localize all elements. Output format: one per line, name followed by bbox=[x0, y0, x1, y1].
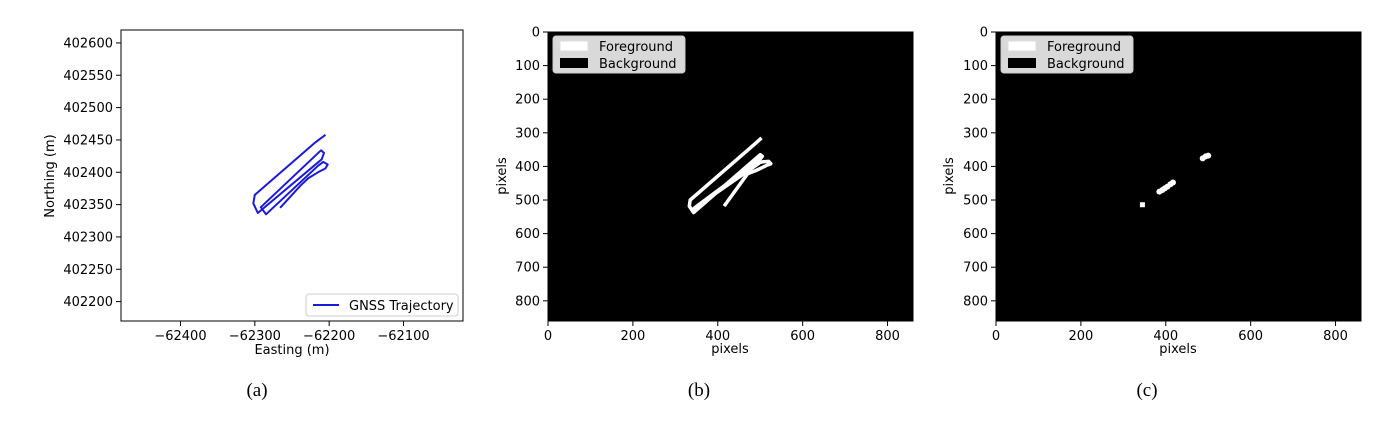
y-tick-label: 500 bbox=[963, 194, 988, 209]
y-tick-label: 402550 bbox=[63, 69, 113, 84]
y-tick-label: 500 bbox=[515, 194, 540, 209]
y-tick-label: 402600 bbox=[63, 36, 113, 51]
x-tick-label: 400 bbox=[1153, 329, 1178, 344]
y-tick-label: 402300 bbox=[63, 230, 113, 245]
x-tick-label: −62300 bbox=[229, 329, 281, 344]
x-tick-label: 0 bbox=[544, 329, 552, 344]
x-axis-label: pixels bbox=[1159, 342, 1197, 357]
legend-foreground-swatch bbox=[559, 40, 589, 52]
legend-box bbox=[305, 293, 459, 317]
y-tick-label: 0 bbox=[980, 26, 988, 41]
legend: Foreground Background bbox=[552, 35, 686, 74]
y-tick-label: 100 bbox=[515, 59, 540, 74]
y-tick-label: 0 bbox=[532, 26, 540, 41]
legend-background-swatch bbox=[1008, 58, 1036, 68]
x-tick-label: 0 bbox=[992, 329, 1000, 344]
x-tick-label: 200 bbox=[1068, 329, 1093, 344]
plot-area bbox=[995, 31, 1362, 322]
y-tick-label: 402400 bbox=[63, 166, 113, 181]
y-tick-label: 300 bbox=[963, 126, 988, 141]
panel-caption: (c) bbox=[1136, 380, 1157, 401]
legend-label: GNSS Trajectory bbox=[349, 299, 454, 314]
y-tick-label: 402350 bbox=[63, 198, 113, 213]
foreground-blob bbox=[1139, 202, 1145, 208]
y-tick-label: 600 bbox=[515, 227, 540, 242]
y-axis-label: pixels bbox=[942, 157, 957, 195]
foreground-blob bbox=[1205, 152, 1212, 159]
y-tick-label: 700 bbox=[963, 261, 988, 276]
y-tick-label: 200 bbox=[515, 93, 540, 108]
legend-foreground-swatch bbox=[1007, 40, 1037, 52]
x-tick-label: 800 bbox=[875, 329, 900, 344]
y-tick-label: 402250 bbox=[63, 263, 113, 278]
x-tick-label: −62200 bbox=[303, 329, 355, 344]
legend-background-label: Background bbox=[599, 57, 677, 72]
x-tick-label: 800 bbox=[1323, 329, 1348, 344]
x-axis-label: Easting (m) bbox=[254, 343, 329, 358]
y-tick-label: 402500 bbox=[63, 101, 113, 116]
x-tick-label: −62100 bbox=[377, 329, 429, 344]
y-axis-label: pixels bbox=[495, 157, 510, 195]
legend-background-swatch bbox=[560, 58, 588, 68]
foreground-trajectory-mask bbox=[687, 136, 773, 215]
panel-caption: (a) bbox=[246, 380, 267, 401]
gnss-trajectory-line bbox=[252, 134, 329, 216]
y-tick-label: 402200 bbox=[63, 295, 113, 310]
x-axis-label: pixels bbox=[711, 342, 749, 357]
x-tick-label: −62400 bbox=[154, 329, 206, 344]
y-tick-label: 100 bbox=[963, 59, 988, 74]
x-tick-label: 400 bbox=[705, 329, 730, 344]
x-tick-label: 600 bbox=[790, 329, 815, 344]
y-tick-label: 600 bbox=[963, 227, 988, 242]
legend-foreground-label: Foreground bbox=[1047, 40, 1121, 55]
y-tick-label: 200 bbox=[963, 93, 988, 108]
y-tick-label: 700 bbox=[515, 261, 540, 276]
y-axis-label: Northing (m) bbox=[43, 134, 58, 217]
legend-foreground-label: Foreground bbox=[599, 40, 673, 55]
y-tick-label: 300 bbox=[515, 126, 540, 141]
legend-background-label: Background bbox=[1047, 57, 1125, 72]
plot-area bbox=[547, 31, 914, 322]
legend: GNSS Trajectory bbox=[305, 293, 459, 317]
y-tick-label: 402450 bbox=[63, 133, 113, 148]
legend: Foreground Background bbox=[1000, 35, 1134, 74]
y-tick-label: 800 bbox=[963, 294, 988, 309]
y-tick-label: 400 bbox=[515, 160, 540, 175]
foreground-blob bbox=[1169, 179, 1176, 186]
panel-a-trajectory: 402200 402250 402300 402350 402400 402450 4025… bbox=[43, 29, 464, 401]
y-tick-label: 800 bbox=[515, 294, 540, 309]
x-tick-label: 600 bbox=[1238, 329, 1263, 344]
y-tick-label: 400 bbox=[963, 160, 988, 175]
panel-caption: (b) bbox=[688, 380, 710, 401]
plot-area bbox=[120, 29, 464, 322]
x-tick-label: 200 bbox=[620, 329, 645, 344]
